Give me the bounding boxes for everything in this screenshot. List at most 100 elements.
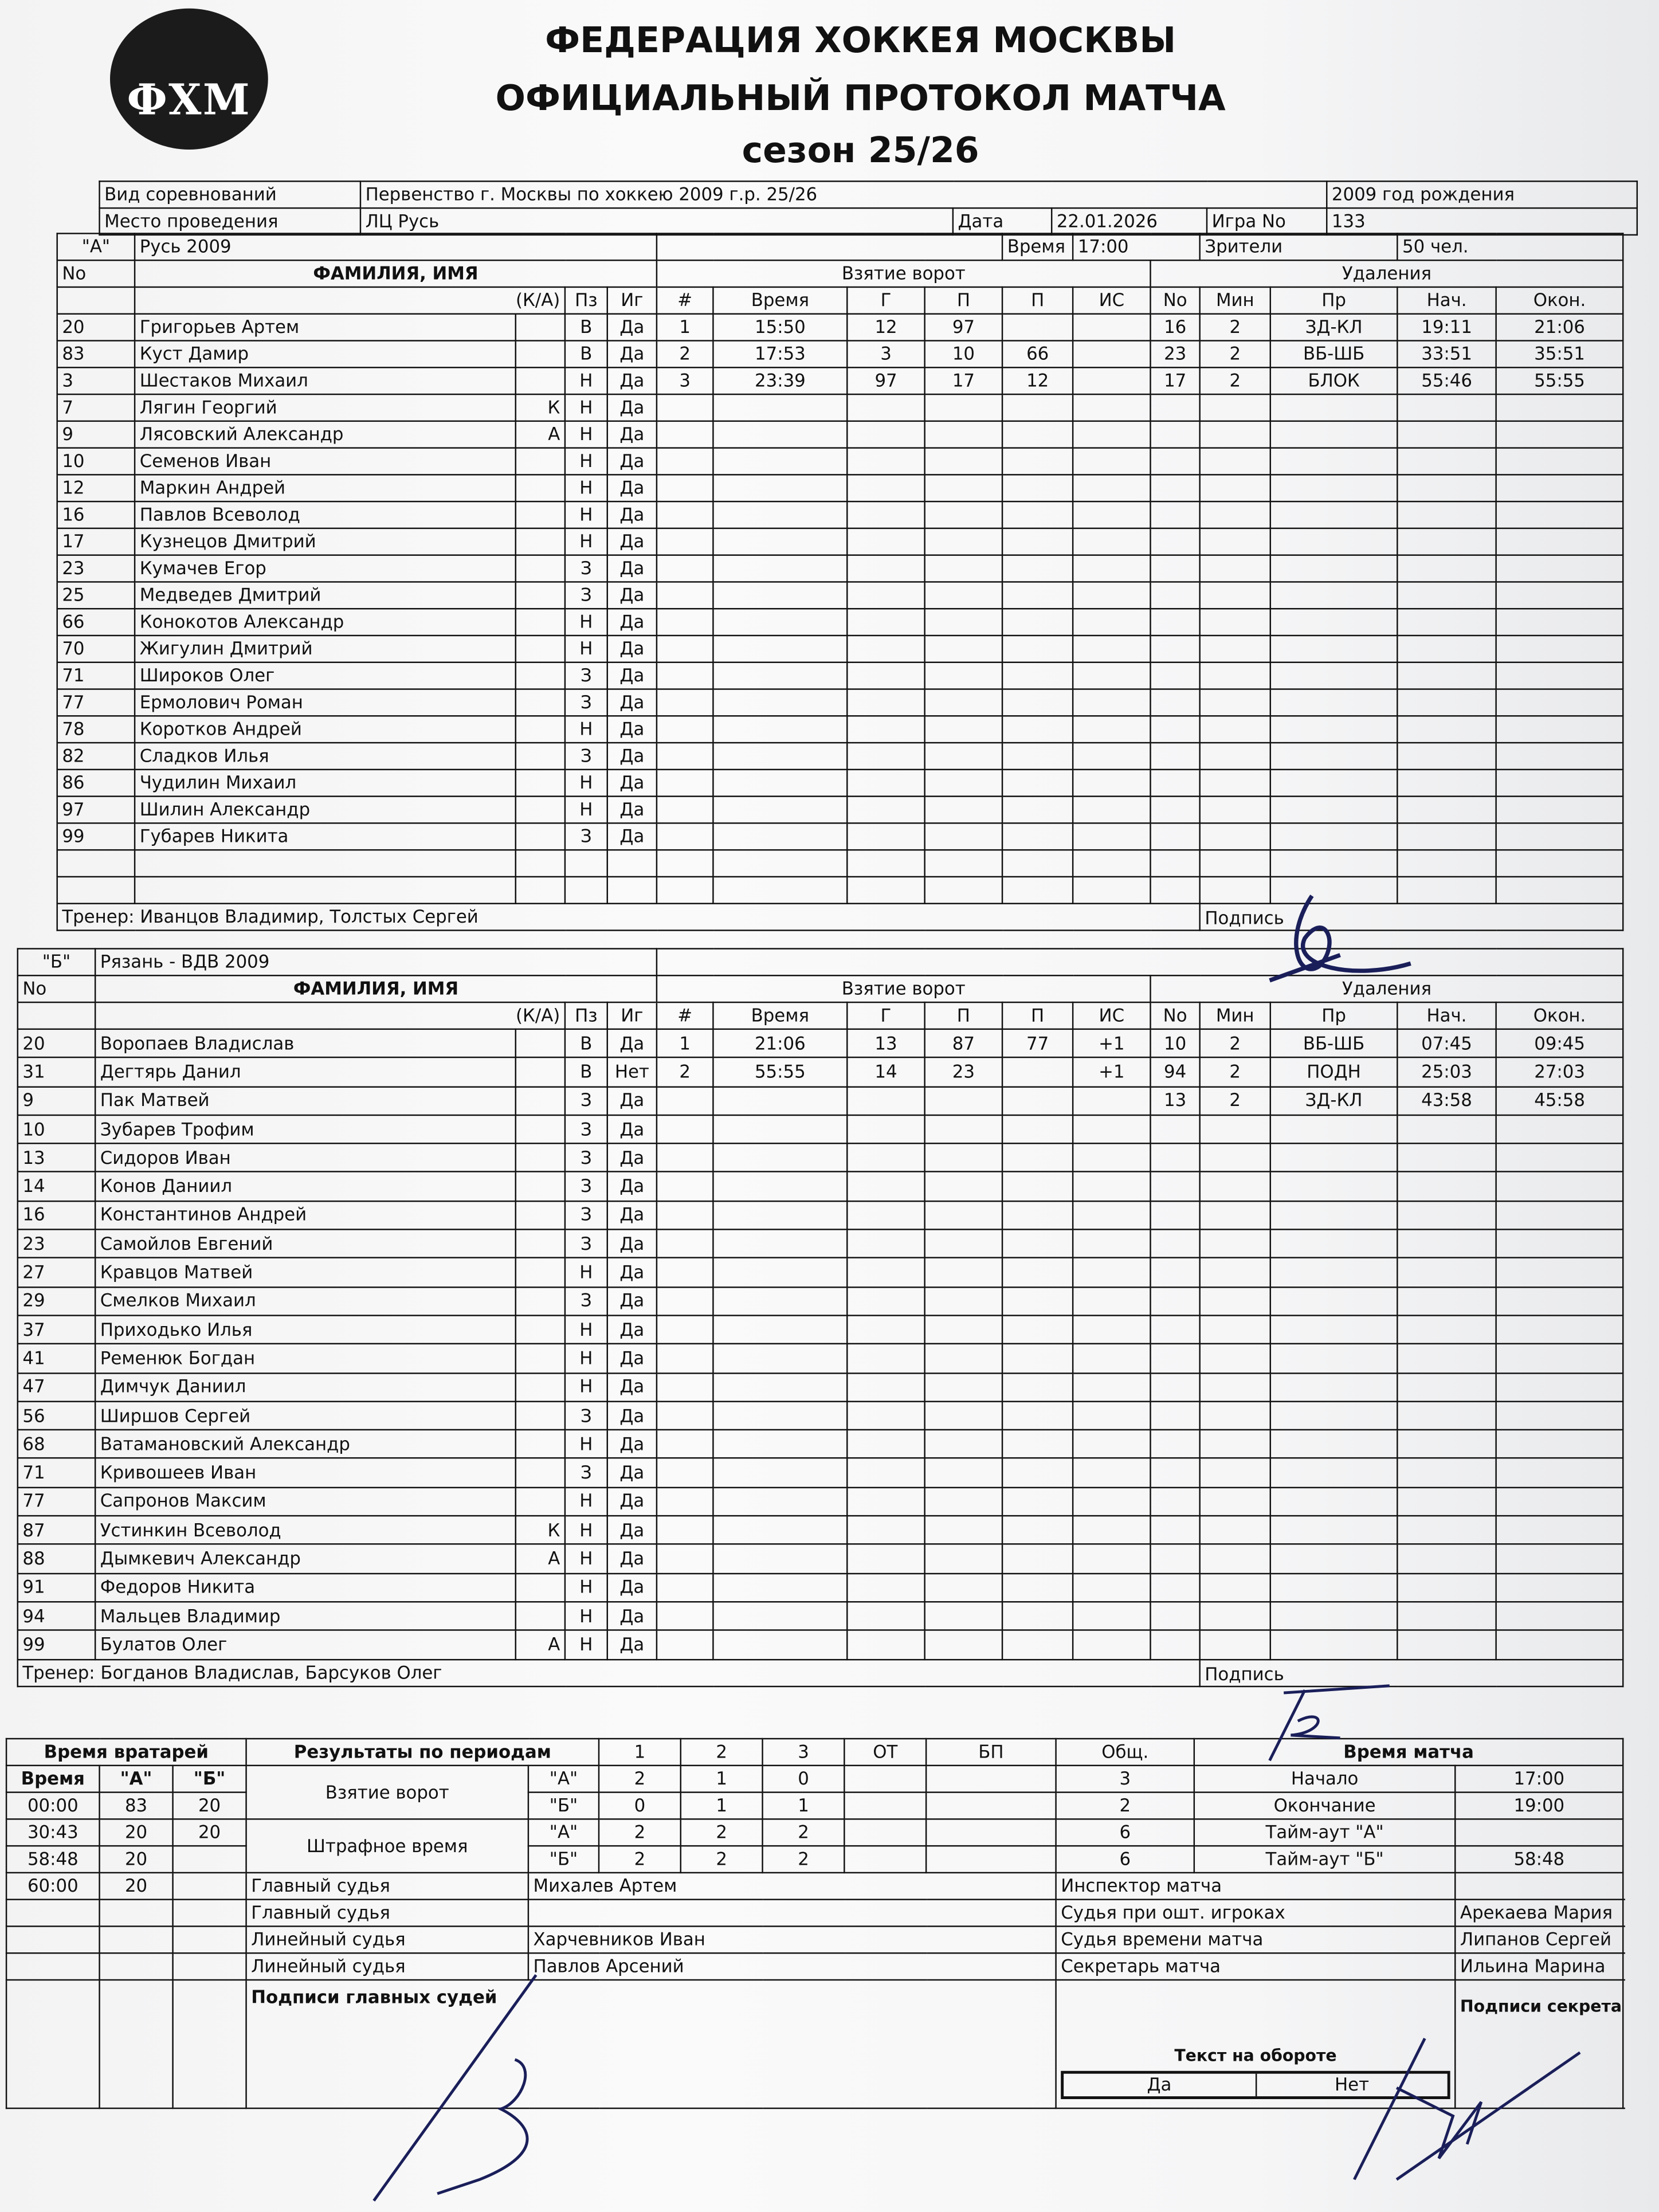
total-header: Общ. (1055, 1738, 1195, 1767)
player-number: 99 (17, 1629, 96, 1660)
captain-mark (515, 715, 566, 744)
penalty-minutes (1199, 1200, 1271, 1230)
goal-strength (1072, 340, 1151, 368)
goal-time (712, 1315, 848, 1345)
penalty-player (1150, 1229, 1201, 1259)
penalty-reason (1269, 849, 1398, 878)
reverse-yes-option[interactable]: Да (1064, 2073, 1257, 2097)
player-number: 14 (17, 1171, 96, 1202)
penalty-start (1397, 420, 1497, 449)
goal-assist-1 (924, 849, 1003, 878)
secretary-label: Секретарь матча (1055, 1952, 1456, 1981)
penalty-start (1397, 715, 1497, 744)
penalty-player (1150, 876, 1201, 904)
player-name: Мальцев Владимир (94, 1601, 516, 1631)
captain-mark (515, 474, 566, 503)
player-number: 10 (56, 447, 136, 476)
captain-mark (515, 795, 566, 824)
goal-strength (1072, 393, 1151, 422)
pen-pr-header: Пр (1269, 1001, 1398, 1030)
penalty-minutes (1199, 527, 1272, 556)
goal-scorer: 13 (846, 1028, 925, 1059)
player-number: 12 (56, 474, 136, 503)
reverse-no-option[interactable]: Нет (1334, 2073, 1370, 2095)
goal-strength (1072, 1143, 1151, 1173)
goal-assist-1 (924, 876, 1003, 904)
captain-mark (515, 1486, 566, 1517)
penalty-reason (1269, 1171, 1398, 1202)
goal-strength (1072, 1372, 1151, 1402)
goal-time (712, 581, 848, 610)
player-row: 77 Сапронов Максим Н Да (17, 1486, 1624, 1517)
player-name: Устинкин Всеволод (94, 1515, 516, 1546)
player-played: Да (606, 768, 658, 797)
player-row: 10 Зубарев Трофим З Да (17, 1114, 1624, 1144)
penalty-minutes (1199, 1572, 1271, 1603)
goal-assist-1 (924, 607, 1003, 637)
penalty-minutes (1199, 795, 1272, 824)
goal-time (712, 393, 848, 422)
end-label: Окончание (1193, 1791, 1456, 1820)
goal-scorer: 3 (846, 340, 925, 368)
captain-mark (515, 822, 566, 851)
penalty-reason (1269, 474, 1398, 503)
goal-assist-2 (1001, 393, 1074, 422)
goals-b-p2: 1 (680, 1791, 763, 1820)
team-a-label: "А" (527, 1764, 600, 1793)
goal-strength (1072, 768, 1151, 797)
pen-end-header: Окон. (1495, 286, 1624, 315)
goal-strength (1072, 420, 1151, 449)
goal-assist-1 (924, 1257, 1003, 1288)
penalty-end (1495, 554, 1624, 583)
goal-assist-1 (924, 822, 1003, 851)
player-number: 29 (17, 1286, 96, 1316)
player-position: Н (564, 1543, 608, 1574)
penalty-start (1397, 474, 1497, 503)
penalty-start (1397, 1543, 1497, 1574)
player-row: 87 Устинкин Всеволод К Н Да (17, 1515, 1624, 1546)
goal-number (656, 1257, 714, 1288)
goal-time (712, 1343, 848, 1374)
goal-time (712, 1171, 848, 1202)
player-name: Приходько Илья (94, 1315, 516, 1345)
p1-header: П (924, 286, 1003, 315)
goal-scorer (846, 661, 925, 690)
goal-time (712, 1372, 848, 1402)
goal-scorer (846, 554, 925, 583)
goal-scorer (846, 1458, 925, 1488)
goal-assist-2 (1001, 1085, 1074, 1116)
player-played: Да (606, 1372, 658, 1402)
player-row: 77 Ермолович Роман З Да (56, 688, 1624, 717)
penalty-player (1150, 1601, 1201, 1631)
goal-time (712, 795, 848, 824)
penalty-judge-label: Судья при ошт. игроках (1055, 1899, 1456, 1927)
goal-assist-1: 10 (924, 340, 1003, 368)
goal-time (712, 527, 848, 556)
period-2-header: 2 (680, 1738, 763, 1767)
inspector-label: Инспектор матча (1055, 1872, 1456, 1900)
pen-no-header: No (1150, 1001, 1201, 1030)
goal-time (712, 742, 848, 771)
player-name: Кравцов Матвей (94, 1257, 516, 1288)
penalty-start (1397, 849, 1497, 878)
goal-assist-1: 23 (924, 1057, 1003, 1087)
time-header: Время (712, 1001, 848, 1030)
goal-number (656, 849, 714, 878)
penalty-end: 45:58 (1495, 1085, 1624, 1116)
player-row: 47 Димчук Даниил Н Да (17, 1372, 1624, 1402)
penalty-minutes (1199, 768, 1272, 797)
goal-assist-2: 12 (1001, 367, 1074, 395)
penalty-end (1495, 1629, 1624, 1660)
player-played (606, 849, 658, 878)
ig-header: Иг (606, 286, 658, 315)
player-name: Пак Матвей (94, 1085, 516, 1116)
goal-strength (1072, 1229, 1151, 1259)
penalty-minutes (1199, 822, 1272, 851)
penalty-start (1397, 1401, 1497, 1431)
player-number: 66 (56, 607, 136, 637)
player-number: 23 (17, 1229, 96, 1259)
player-number: 7 (56, 393, 136, 422)
team-label: "Б" (17, 948, 96, 976)
goals-row-label: Взятие ворот (245, 1764, 530, 1820)
